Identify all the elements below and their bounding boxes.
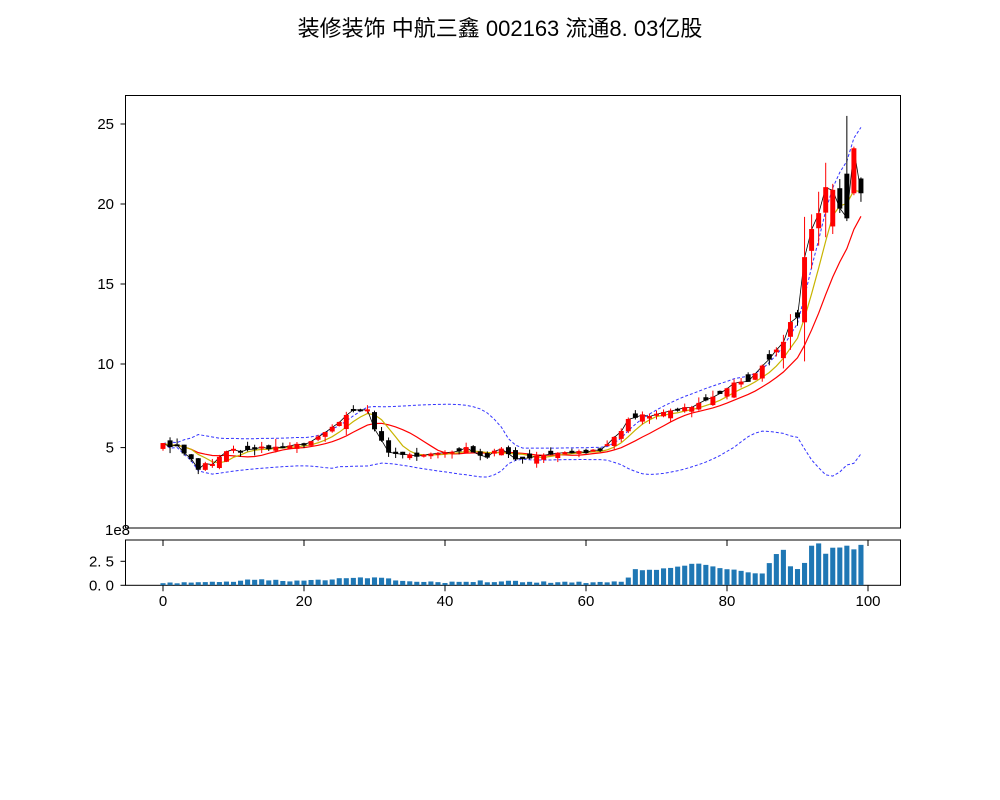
- svg-text:60: 60: [578, 593, 595, 610]
- svg-text:2. 5: 2. 5: [89, 553, 114, 570]
- svg-text:100: 100: [855, 593, 880, 610]
- svg-text:5: 5: [106, 440, 114, 457]
- svg-text:1e8: 1e8: [105, 522, 130, 539]
- svg-text:0. 0: 0. 0: [89, 577, 114, 594]
- svg-text:25: 25: [97, 116, 114, 133]
- svg-text:40: 40: [437, 593, 454, 610]
- svg-text:80: 80: [719, 593, 736, 610]
- svg-text:10: 10: [97, 356, 114, 373]
- svg-text:15: 15: [97, 276, 114, 293]
- svg-text:0: 0: [159, 593, 167, 610]
- svg-text:20: 20: [97, 196, 114, 213]
- svg-text:20: 20: [296, 593, 313, 610]
